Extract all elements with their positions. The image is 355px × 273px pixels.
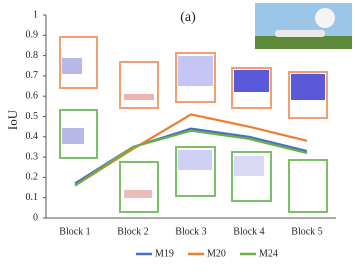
y-tick-label: 0.3	[26, 151, 39, 162]
photo	[255, 3, 352, 49]
y-tick-label: 0.5	[26, 111, 39, 122]
legend-label: M20	[207, 248, 226, 259]
y-tick-label: 0.7	[26, 70, 39, 81]
legend-label: M19	[155, 248, 174, 259]
chart-title: (a)	[180, 10, 196, 25]
y-tick-label: 0.4	[26, 131, 39, 142]
y-tick-label: 0.1	[26, 192, 39, 203]
series-line	[74, 129, 308, 187]
y-tick-label: 0.8	[26, 50, 39, 61]
series-line	[74, 113, 308, 187]
x-tick-label: Block 4	[233, 226, 264, 237]
y-tick-label: 0	[33, 212, 38, 223]
x-tick-label: Block 2	[117, 226, 148, 237]
y-tick-label: 0.6	[26, 90, 39, 101]
legend-label: M24	[259, 248, 278, 259]
x-tick-label: Block 3	[175, 226, 206, 237]
y-axis-label: IoU	[5, 109, 20, 130]
x-tick-label: Block 5	[291, 226, 322, 237]
y-tick-label: 1	[33, 9, 38, 20]
y-tick-label: 0.9	[26, 30, 39, 41]
thumbnails	[59, 36, 328, 213]
x-tick-label: Block 1	[59, 226, 90, 237]
y-tick-label: 0.2	[26, 172, 39, 183]
